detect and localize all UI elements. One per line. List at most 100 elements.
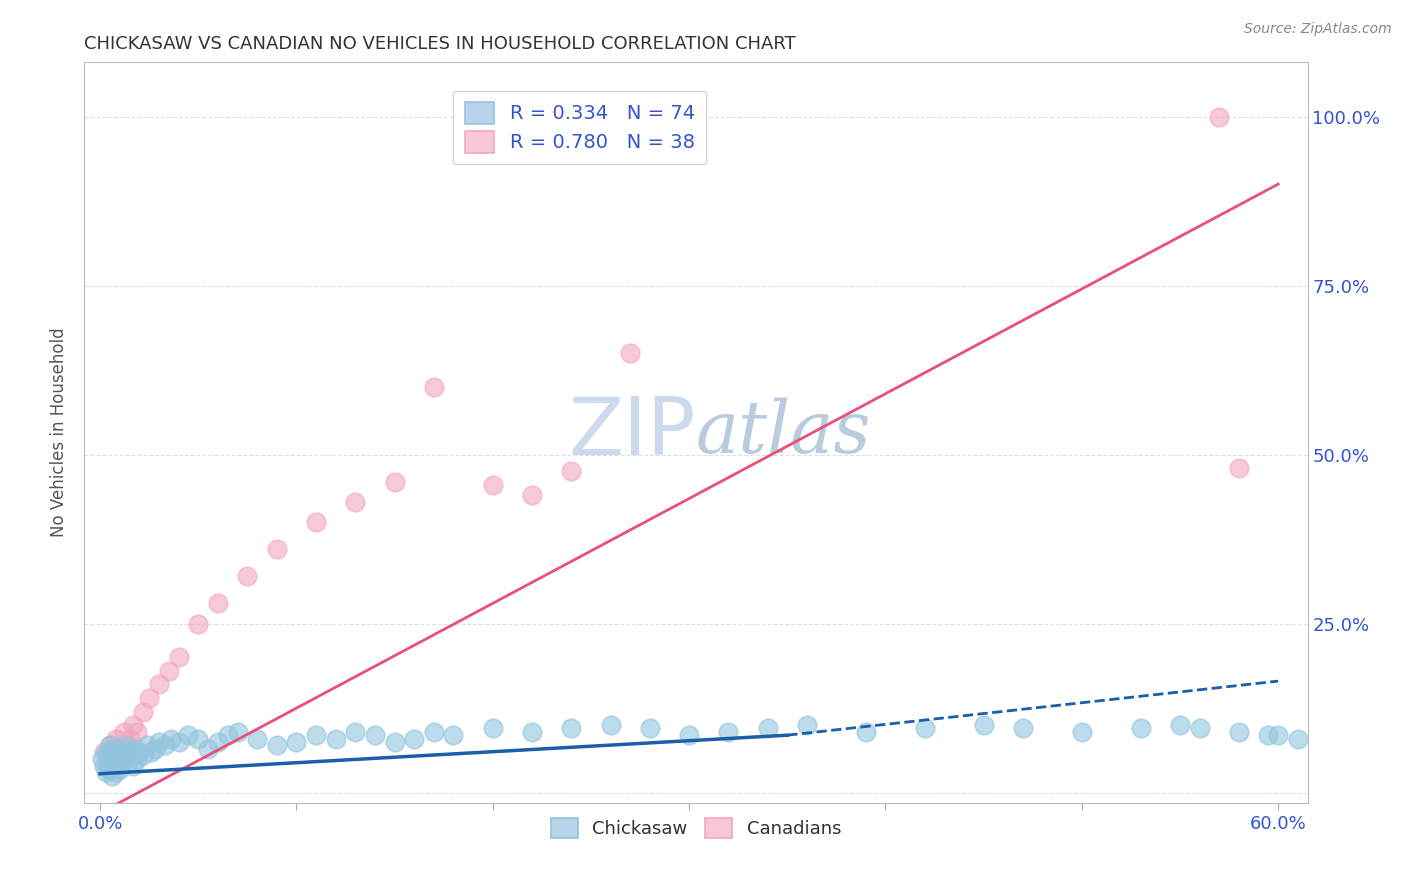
Point — [101, 769, 124, 783]
Point — [638, 722, 661, 736]
Point — [520, 488, 543, 502]
Text: ZIP: ZIP — [568, 393, 696, 472]
Point — [796, 718, 818, 732]
Point — [855, 724, 877, 739]
Point — [132, 748, 155, 763]
Point — [207, 735, 229, 749]
Y-axis label: No Vehicles in Household: No Vehicles in Household — [51, 327, 69, 538]
Point — [325, 731, 347, 746]
Point — [305, 515, 328, 529]
Point — [973, 718, 995, 732]
Point — [266, 542, 288, 557]
Point — [112, 724, 135, 739]
Point — [1129, 722, 1152, 736]
Point — [443, 728, 465, 742]
Point — [153, 739, 176, 753]
Point — [1208, 110, 1230, 124]
Point — [217, 728, 239, 742]
Point — [93, 758, 115, 772]
Point — [136, 739, 159, 753]
Point — [177, 728, 200, 742]
Point — [127, 724, 149, 739]
Point — [121, 745, 143, 759]
Text: CHICKASAW VS CANADIAN NO VEHICLES IN HOUSEHOLD CORRELATION CHART: CHICKASAW VS CANADIAN NO VEHICLES IN HOU… — [84, 35, 796, 53]
Point — [678, 728, 700, 742]
Point — [148, 677, 170, 691]
Point — [107, 756, 129, 770]
Point — [197, 741, 219, 756]
Point — [1286, 731, 1309, 746]
Point — [104, 765, 127, 780]
Point — [112, 752, 135, 766]
Point — [139, 745, 162, 759]
Point — [101, 752, 124, 766]
Point — [914, 722, 936, 736]
Point — [101, 745, 124, 759]
Point — [148, 735, 170, 749]
Point — [384, 475, 406, 489]
Point — [344, 724, 367, 739]
Point — [93, 745, 115, 759]
Point — [103, 748, 125, 763]
Point — [187, 731, 209, 746]
Text: Source: ZipAtlas.com: Source: ZipAtlas.com — [1244, 22, 1392, 37]
Point — [560, 465, 582, 479]
Point — [114, 739, 136, 753]
Point — [285, 735, 308, 749]
Point — [1070, 724, 1092, 739]
Point — [384, 735, 406, 749]
Point — [1257, 728, 1279, 742]
Point — [128, 745, 150, 759]
Point — [364, 728, 387, 742]
Point — [107, 745, 129, 759]
Point — [124, 741, 146, 756]
Point — [423, 724, 446, 739]
Point — [107, 752, 129, 766]
Point — [127, 752, 149, 766]
Point — [187, 616, 209, 631]
Point — [159, 731, 181, 746]
Point — [91, 752, 114, 766]
Point — [1227, 724, 1250, 739]
Point — [305, 728, 328, 742]
Point — [97, 748, 120, 763]
Point — [132, 705, 155, 719]
Point — [226, 724, 249, 739]
Point — [481, 478, 503, 492]
Point — [108, 739, 131, 753]
Text: atlas: atlas — [696, 397, 872, 468]
Point — [143, 741, 166, 756]
Point — [1227, 461, 1250, 475]
Point — [246, 731, 269, 746]
Point — [619, 346, 641, 360]
Point — [122, 718, 145, 732]
Point — [111, 745, 134, 759]
Point — [103, 758, 125, 772]
Legend: Chickasaw, Canadians: Chickasaw, Canadians — [543, 811, 849, 846]
Point — [236, 569, 259, 583]
Point — [97, 756, 120, 770]
Point — [117, 756, 139, 770]
Point — [266, 739, 288, 753]
Point — [1188, 722, 1211, 736]
Point — [1168, 718, 1191, 732]
Point — [97, 758, 120, 772]
Point — [138, 691, 160, 706]
Point — [1267, 728, 1289, 742]
Point — [167, 735, 190, 749]
Point — [599, 718, 621, 732]
Point — [98, 739, 121, 753]
Point — [108, 762, 131, 776]
Point — [1012, 722, 1035, 736]
Point — [619, 110, 641, 124]
Point — [423, 380, 446, 394]
Point — [108, 748, 131, 763]
Point — [167, 650, 190, 665]
Point — [94, 765, 117, 780]
Point — [118, 731, 141, 746]
Point — [118, 748, 141, 763]
Point — [404, 731, 426, 746]
Point — [344, 495, 367, 509]
Point — [104, 741, 127, 756]
Point — [98, 739, 121, 753]
